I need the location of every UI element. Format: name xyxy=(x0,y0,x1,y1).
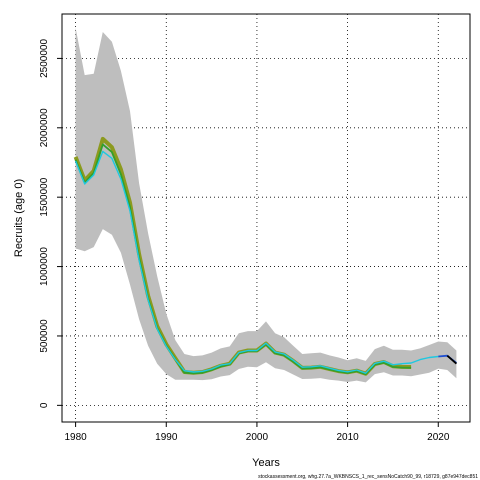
footnote: stockassessment.org, whg.27.7a_WKBNSCS_1… xyxy=(258,474,478,480)
x-tick-label: 2000 xyxy=(246,432,269,443)
series-lines xyxy=(73,136,457,376)
y-tick-label: 2000000 xyxy=(39,108,50,147)
x-tick-label: 2010 xyxy=(336,432,359,443)
y-tick-label: 1500000 xyxy=(39,177,50,216)
y-tick-label: 1000000 xyxy=(39,247,50,286)
y-tick-label: 2500000 xyxy=(39,39,50,78)
x-tick-label: 1980 xyxy=(64,432,87,443)
confidence-band xyxy=(75,27,457,383)
x-axis-title: Years xyxy=(252,457,280,469)
y-tick-label: 0 xyxy=(39,402,50,408)
x-tick-label: 2020 xyxy=(427,432,450,443)
black-series-line xyxy=(446,355,457,365)
cyan-series-line xyxy=(74,150,439,374)
y-tick-label: 500000 xyxy=(39,319,50,353)
axes: 1980 1990 2000 2010 2020 0 500000 1000000 150000… xyxy=(39,39,450,443)
x-tick-label: 1990 xyxy=(155,432,178,443)
grid xyxy=(62,14,470,422)
y-axis-title: Recruits (age 0) xyxy=(13,179,25,257)
plot-frame xyxy=(61,13,471,423)
